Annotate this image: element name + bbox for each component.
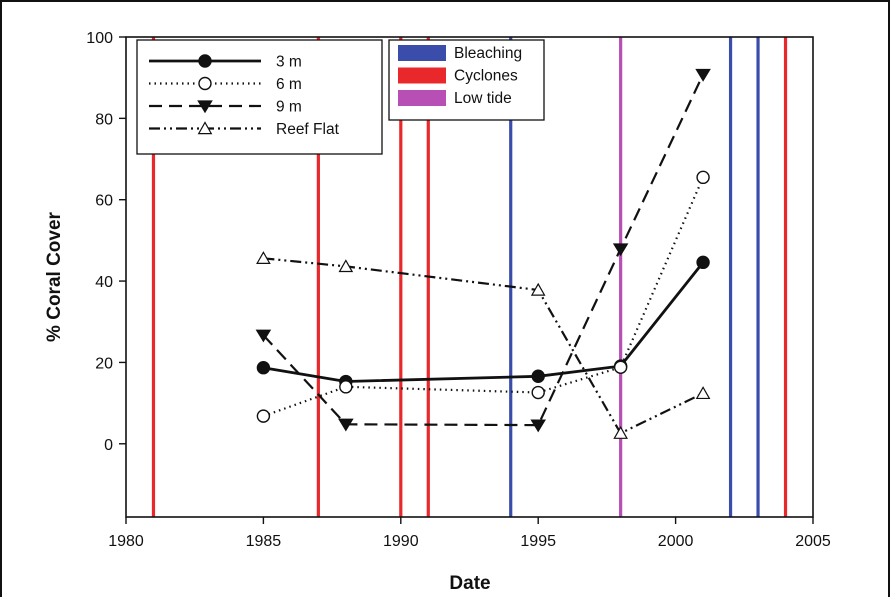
x-tick-label: 1985 — [246, 533, 282, 550]
data-point-reef-flat — [613, 425, 628, 439]
y-tick-label: 80 — [95, 111, 113, 128]
legend-series: 3 m 6 m 9 m Reef Flat — [136, 39, 383, 155]
data-point-reef-flat — [530, 282, 546, 296]
legend-label-low-tide: Low tide — [454, 90, 512, 107]
series-line-6-m — [263, 176, 705, 418]
data-point-6-m — [339, 380, 353, 394]
x-tick-label: 2005 — [795, 533, 831, 550]
plot-area-border — [125, 36, 814, 518]
legend-swatch-bleaching — [398, 45, 446, 61]
y-tick-label: 40 — [95, 274, 113, 291]
legend-marker-3-m — [198, 54, 212, 68]
legend-marker-6-m — [198, 76, 212, 91]
data-point-6-m — [531, 385, 545, 400]
x-tick-label: 1995 — [520, 533, 556, 550]
legend-marker-reef-flat — [197, 121, 213, 135]
legend-marker-9-m — [197, 100, 213, 114]
data-point-6-m — [613, 360, 628, 375]
data-point-6-m — [696, 170, 710, 185]
legend-label-cyclones: Cyclones — [454, 68, 518, 85]
x-axis: 1980 1985 1990 1995 2000 2005 — [108, 517, 831, 550]
data-point-9-m — [338, 418, 354, 432]
legend-swatch-cyclones — [398, 67, 446, 84]
series-markers — [255, 68, 711, 439]
y-axis: 0 20 40 60 80 100 — [86, 30, 126, 454]
x-tick-label: 2000 — [658, 533, 694, 550]
data-point-9-m — [695, 68, 711, 82]
data-point-9-m — [255, 329, 272, 343]
data-point-reef-flat — [695, 386, 711, 400]
y-tick-label: 20 — [95, 355, 113, 372]
data-point-3-m — [696, 255, 710, 270]
data-point-reef-flat — [256, 251, 271, 264]
y-tick-label: 100 — [86, 30, 113, 47]
data-point-9-m — [612, 243, 629, 257]
data-point-6-m — [256, 409, 271, 423]
series-line-9-m — [262, 73, 705, 427]
legend-series-box — [136, 39, 383, 155]
legend-label-reef-flat: Reef Flat — [276, 121, 340, 138]
x-tick-label: 1980 — [108, 533, 144, 550]
x-axis-title: Date — [449, 573, 490, 594]
legend-label-bleaching: Bleaching — [454, 45, 522, 62]
series-line-3-m — [263, 261, 705, 383]
legend-events: Bleaching Cyclones Low tide — [388, 39, 545, 121]
legend-label-9-m: 9 m — [276, 99, 302, 116]
y-tick-label: 0 — [104, 437, 113, 454]
y-tick-label: 60 — [95, 193, 113, 210]
x-tick-label: 1990 — [383, 533, 419, 550]
legend-label-3-m: 3 m — [276, 54, 302, 71]
y-axis-title: % Coral Cover — [44, 211, 65, 341]
data-point-reef-flat — [338, 259, 354, 273]
legend-label-6-m: 6 m — [276, 76, 302, 93]
legend-swatch-low-tide — [398, 90, 446, 106]
data-point-3-m — [256, 361, 271, 375]
data-point-3-m — [531, 369, 545, 383]
data-point-9-m — [530, 419, 546, 433]
